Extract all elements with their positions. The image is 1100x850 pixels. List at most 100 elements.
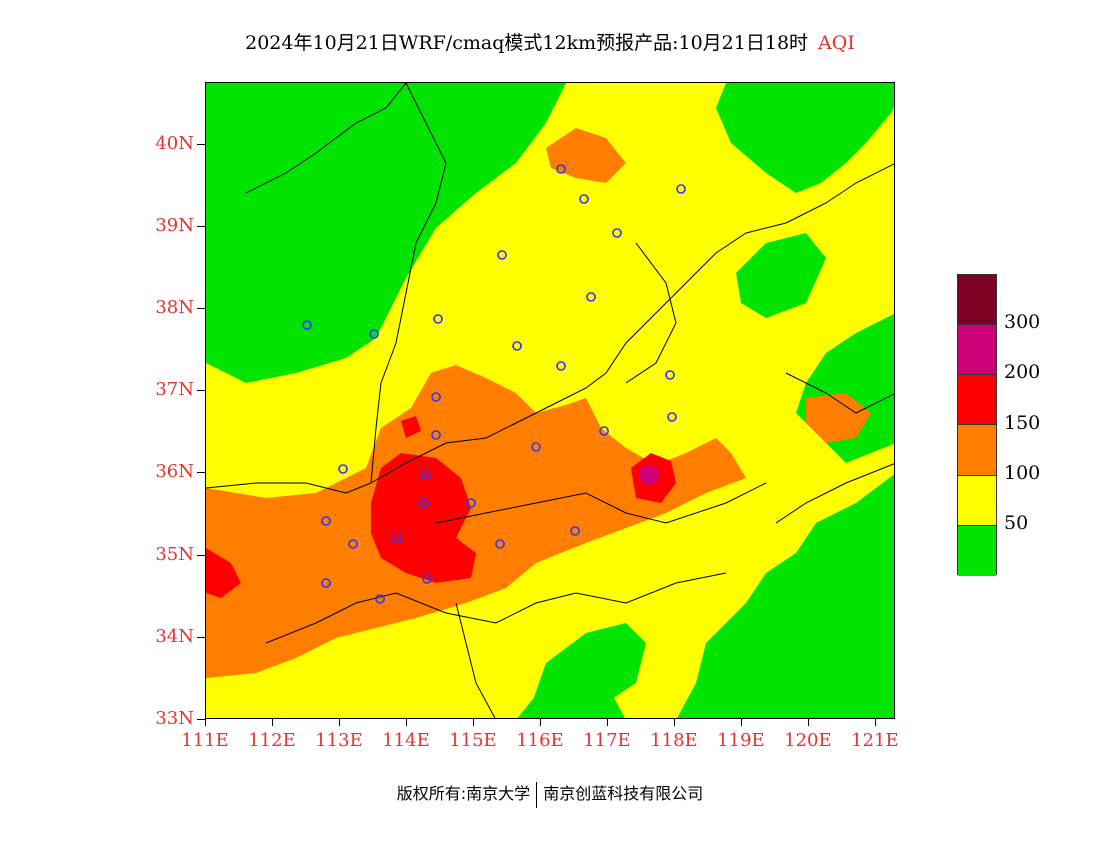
city-marker bbox=[556, 164, 566, 174]
city-marker bbox=[556, 361, 566, 371]
longitude-tick bbox=[673, 719, 675, 726]
city-marker bbox=[419, 498, 429, 508]
city-marker bbox=[676, 184, 686, 194]
latitude-tick bbox=[197, 636, 205, 638]
legend-color-box bbox=[958, 275, 996, 326]
legend-color-box bbox=[958, 425, 996, 476]
latitude-label: 33N bbox=[155, 708, 194, 729]
longitude-label: 112E bbox=[248, 730, 296, 751]
province-border bbox=[370, 232, 747, 484]
usg-zone bbox=[206, 365, 746, 678]
usg-zone-north bbox=[546, 128, 626, 183]
city-marker bbox=[667, 412, 677, 422]
city-marker bbox=[665, 370, 675, 380]
legend-label: 300 bbox=[1004, 311, 1041, 334]
latitude-label: 38N bbox=[155, 297, 194, 319]
province-border bbox=[206, 482, 372, 494]
longitude-tick bbox=[807, 719, 809, 726]
longitude-tick bbox=[271, 719, 273, 726]
longitude-label: 111E bbox=[181, 730, 229, 751]
legend-label: 200 bbox=[1004, 361, 1041, 384]
latitude-label: 40N bbox=[155, 132, 194, 154]
province-border bbox=[265, 572, 727, 644]
province-border bbox=[245, 83, 407, 194]
longitude-label: 117E bbox=[583, 730, 631, 751]
longitude-tick bbox=[472, 719, 474, 726]
latitude-tick bbox=[197, 308, 205, 310]
longitude-label: 115E bbox=[449, 730, 497, 751]
good-zone-south bbox=[526, 623, 646, 718]
province-border bbox=[370, 83, 447, 484]
latitude-label: 37N bbox=[155, 379, 194, 401]
legend-label: 150 bbox=[1004, 411, 1041, 434]
province-border bbox=[455, 602, 496, 718]
title-main: 2024年10月21日WRF/cmaq模式12km预报产品:10月21日18时 bbox=[245, 32, 809, 54]
aqi-map-svg bbox=[206, 83, 894, 718]
city-marker bbox=[375, 594, 385, 604]
legend-color-box bbox=[958, 475, 996, 526]
city-marker bbox=[531, 442, 541, 452]
longitude-label: 114E bbox=[382, 730, 430, 751]
copyright-footer: 版权所有:南京大学 南京创蓝科技有限公司 bbox=[0, 780, 1100, 808]
province-border bbox=[625, 242, 677, 384]
title-variable: AQI bbox=[818, 32, 855, 54]
city-marker bbox=[369, 329, 379, 339]
province-border bbox=[745, 163, 894, 234]
coastline bbox=[785, 372, 894, 414]
aqi-map[interactable] bbox=[205, 82, 895, 719]
unhealthy-zone-central bbox=[371, 453, 476, 583]
coastline bbox=[775, 463, 894, 524]
city-marker bbox=[392, 534, 402, 544]
latitude-label: 36N bbox=[155, 461, 194, 483]
city-marker bbox=[321, 516, 331, 526]
longitude-label: 119E bbox=[717, 730, 765, 751]
company-text: 南京创蓝科技有限公司 bbox=[543, 784, 704, 803]
legend-label: 100 bbox=[1004, 461, 1041, 484]
city-marker bbox=[512, 341, 522, 351]
aqi-legend bbox=[957, 274, 997, 576]
legend-color-box bbox=[958, 375, 996, 426]
longitude-tick bbox=[205, 719, 206, 726]
good-zone-east bbox=[726, 543, 894, 718]
longitude-label: 121E bbox=[851, 730, 899, 751]
longitude-tick bbox=[606, 719, 608, 726]
city-marker bbox=[431, 392, 441, 402]
latitude-tick bbox=[197, 719, 205, 720]
copyright-text: 版权所有:南京大学 bbox=[396, 784, 531, 803]
city-marker bbox=[579, 194, 589, 204]
latitude-tick bbox=[197, 472, 205, 474]
city-marker bbox=[433, 314, 443, 324]
legend-label: 50 bbox=[1004, 511, 1029, 534]
city-marker bbox=[586, 292, 596, 302]
latitude-label: 35N bbox=[155, 543, 194, 565]
legend-color-box bbox=[958, 525, 996, 576]
longitude-label: 118E bbox=[650, 730, 698, 751]
unhealthy-zone-west bbox=[206, 548, 241, 598]
city-marker bbox=[599, 426, 609, 436]
latitude-tick bbox=[197, 143, 205, 145]
legend-color-box bbox=[958, 325, 996, 376]
city-marker bbox=[421, 470, 431, 480]
footer-separator bbox=[536, 781, 538, 808]
city-markers bbox=[302, 164, 686, 604]
usg-zone-east bbox=[806, 393, 871, 443]
city-marker bbox=[338, 464, 348, 474]
city-marker bbox=[570, 526, 580, 536]
latitude-label: 39N bbox=[155, 214, 194, 236]
good-zone-hebei bbox=[736, 233, 826, 318]
city-marker bbox=[321, 578, 331, 588]
longitude-label: 116E bbox=[516, 730, 564, 751]
very-unhealthy-spot bbox=[639, 465, 659, 485]
longitude-tick bbox=[338, 719, 340, 726]
longitude-tick bbox=[874, 719, 876, 726]
longitude-label: 113E bbox=[315, 730, 363, 751]
latitude-label: 34N bbox=[155, 625, 194, 647]
province-border bbox=[435, 482, 767, 524]
city-marker bbox=[422, 574, 432, 584]
city-marker bbox=[612, 228, 622, 238]
city-marker bbox=[497, 250, 507, 260]
city-marker bbox=[348, 539, 358, 549]
city-marker bbox=[302, 320, 312, 330]
city-marker bbox=[431, 430, 441, 440]
